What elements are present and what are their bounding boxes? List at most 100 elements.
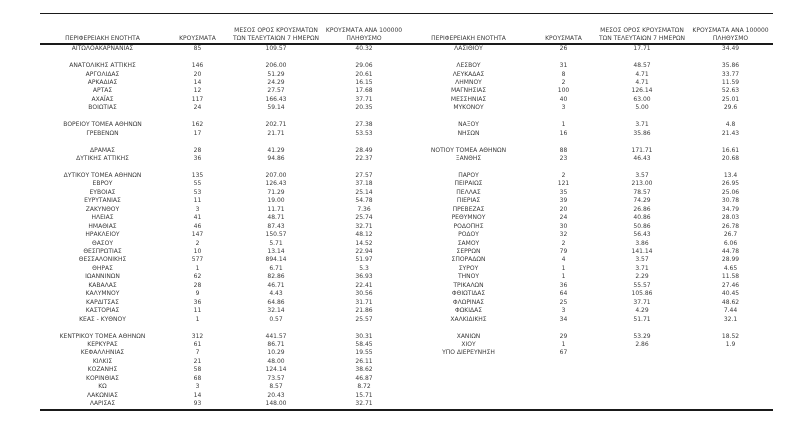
left-per100k-cell: 29.06 [355,62,373,70]
right-avg7-cell: 3.57 [635,256,649,264]
left-region-cell: ΑΡΤΑΣ [92,87,113,95]
right-region-cell: ΠΕΙΡΑΙΩΣ [454,180,483,188]
left-avg7-header: ΜΕΣΟΣ ΟΡΟΣ ΚΡΟΥΣΜΑΤΩΝ ΤΩΝ ΤΕΛΕΥΤΑΙΩΝ 7 Η… [230,13,322,46]
table-row: ΔΥΤΙΚΗΣ ΑΤΤΙΚΗΣ 36 94.86 22.37 ΞΑΝΘΗΣ 23 46.43… [40,155,773,163]
left-cases-cell: 9 [195,290,200,298]
right-avg7-cell: 53.29 [633,332,651,340]
right-avg7-cell: 213.00 [631,180,653,188]
left-per100k-cell: 40.32 [355,45,373,53]
right-avg7-cell [596,349,688,357]
left-per100k-cell: 19.55 [355,349,373,357]
spacer-row [40,54,773,62]
table-row: ΗΛΕΙΑΣ 41 48.71 25.74 ΡΕΘΥΜΝΟΥ 24 40.86 28.03 [40,214,773,222]
left-cases-cell: 1 [195,315,200,323]
left-per100k-cell: 54.78 [355,197,373,205]
spacer-row [40,163,773,171]
right-cases-cell [531,366,596,374]
left-region-cell: ΘΕΣΠΡΩΤΙΑΣ [83,248,122,255]
right-per100k-cell [688,383,773,391]
table-row: ΓΡΕΒΕΝΩΝ 17 21.71 53.53 ΝΗΣΩΝ 16 35.86 21.43 [40,130,773,138]
right-avg7-cell: 46.43 [633,155,651,163]
right-cases-cell: 36 [559,281,568,289]
left-avg7-cell: 48.00 [267,357,285,365]
right-region-cell: ΛΗΜΝΟΥ [455,78,482,86]
left-avg7-cell: 10.29 [267,349,285,357]
table-body: ΑΙΤΩΛΟΑΚΑΡΝΑΝΙΑΣ 85 109.57 40.32 ΛΑΣΙΘΙΟΥ 26 1… [40,44,773,409]
left-cases-cell: 36 [193,155,202,163]
left-per100k-cell: 32.71 [355,222,373,230]
left-avg7-cell: 150.57 [265,231,287,239]
right-per100k-cell: 34.79 [721,205,740,213]
right-avg7-cell [596,366,688,374]
right-cases-cell: 1 [561,340,566,348]
left-avg7-cell: 41.29 [267,146,285,154]
right-per100k-cell: 11.59 [721,78,740,86]
left-region-cell: ΔΡΑΜΑΣ [90,146,115,154]
spacer-row [40,324,773,332]
table-row: ΒΟΙΩΤΙΑΣ 24 59.14 20.35 ΜΥΚΟΝΟΥ 3 5.00 29.6 [40,104,773,112]
table-row: ΕΒΡΟΥ 55 126.43 37.18 ΠΕΙΡΑΙΩΣ 121 213.00 26.95 [40,180,773,188]
left-per100k-cell: 28.49 [355,146,373,154]
left-avg7-cell: 27.57 [267,87,285,95]
right-per100k-cell: 7.44 [723,307,738,315]
right-region-cell [406,358,531,366]
left-region-cell: ΗΛΕΙΑΣ [91,214,114,222]
left-cases-cell: 147 [191,231,204,239]
left-avg7-cell: 109.57 [265,45,287,53]
right-avg7-cell: 37.71 [633,298,651,306]
right-cases-cell: 2 [561,78,566,86]
right-region-cell: ΤΗΝΟΥ [457,273,480,281]
left-region-cell: ΛΑΚΩΝΙΑΣ [87,391,118,399]
right-region-cell: ΝΑΞΟΥ [458,121,479,129]
right-cases-cell: 2 [561,239,566,247]
table-row: ΗΜΑΘΙΑΣ 46 87.43 32.71 ΡΟΔΟΠΗΣ 30 50.86 26.78 [40,223,773,231]
right-cases-cell: 40 [559,95,568,103]
left-per100k-cell: 25.74 [355,214,373,222]
left-avg7-cell: 32.14 [267,307,285,315]
right-cases-cell [531,375,596,383]
right-avg7-cell: 35.86 [633,129,651,137]
left-region-cell: ΙΩΑΝΝΙΝΩΝ [85,273,120,281]
left-cases-cell: 3 [195,205,200,213]
left-per100k-cell: 7.36 [357,205,371,213]
left-region-cell: ΑΡΚΑΔΙΑΣ [87,78,118,86]
left-avg7-cell: 148.00 [265,400,287,408]
table-row: ΚΑΣΤΟΡΙΑΣ 11 32.14 21.86 ΦΩΚΙΔΑΣ 3 4.29 7.44 [40,307,773,315]
right-avg7-cell: 3.71 [635,121,649,129]
left-cases-cell: 117 [191,95,204,103]
left-avg7-cell: 13.14 [267,248,285,255]
right-region-cell: ΜΕΣΣΗΝΙΑΣ [450,95,487,103]
right-cases-cell: 1 [561,273,566,281]
left-cases-cell: 28 [193,281,202,289]
right-cases-cell: 79 [559,248,568,255]
left-region-cell: ΚΕΦΑΛΛΗΝΙΑΣ [80,349,125,357]
left-avg7-cell: 94.86 [267,155,285,163]
right-per100k-cell: 4.65 [723,264,738,272]
right-per100k-cell: 52.63 [721,87,740,95]
left-avg7-cell: 206.00 [265,62,287,70]
right-cases-cell: 88 [559,146,568,154]
right-region-cell [406,392,531,400]
right-per100k-cell [688,400,773,409]
right-avg7-cell: 56.43 [633,231,651,239]
right-region-cell: ΠΑΡΟΥ [458,171,479,179]
right-avg7-cell [596,392,688,400]
left-region-cell: ΘΕΣΣΑΛΟΝΙΚΗΣ [78,256,127,264]
left-per100k-cell: 21.86 [355,307,373,315]
left-cases-cell: 12 [193,87,202,95]
left-cases-cell: 14 [193,78,202,86]
right-avg7-cell: 48.57 [633,62,651,70]
right-per100k-cell: 44.78 [721,248,740,255]
right-cases-cell: 25 [559,298,568,306]
right-per100k-cell: 25.01 [721,95,740,103]
right-avg7-cell: 4.71 [635,70,649,78]
right-cases-cell: 2 [561,171,566,179]
table-row: ΚΕΑΣ - ΚΥΘΝΟΥ 1 0.57 25.57 ΧΑΛΚΙΔΙΚΗΣ 34 51.71… [40,316,773,324]
left-region-cell: ΚΑΣΤΟΡΙΑΣ [85,307,120,315]
left-per100k-cell: 27.57 [355,171,373,179]
table-row: ΑΡΓΟΛΙΔΑΣ 20 51.29 20.61 ΛΕΥΚΑΔΑΣ 8 4.71 33.77 [40,71,773,79]
left-region-cell: ΚΑΒΑΛΑΣ [88,281,117,289]
left-avg7-cell: 8.57 [269,383,283,391]
right-cases-cell: 39 [559,197,568,205]
right-cases-cell: 1 [561,121,566,129]
